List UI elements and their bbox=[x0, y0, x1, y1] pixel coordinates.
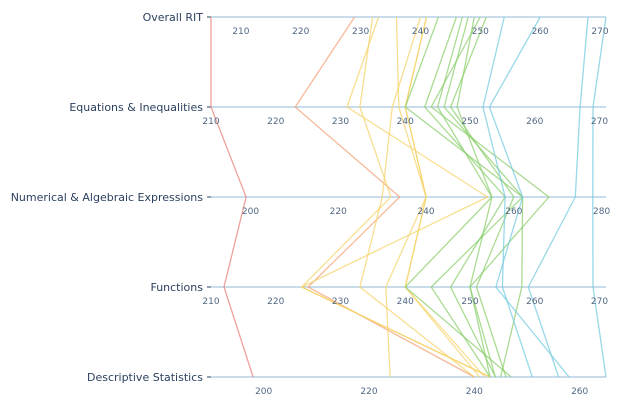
tick-label: 220 bbox=[360, 387, 377, 397]
series-lines bbox=[210, 16, 607, 378]
series-line bbox=[592, 16, 607, 378]
dimension-label-descriptive-statistics: Descriptive Statistics bbox=[87, 371, 203, 384]
series-line bbox=[527, 16, 589, 378]
tick-label: 230 bbox=[352, 27, 369, 37]
tick-label: 240 bbox=[397, 297, 414, 307]
tick-label: 200 bbox=[242, 207, 259, 217]
tick-label: 240 bbox=[412, 27, 429, 37]
tick-label: 260 bbox=[571, 387, 588, 397]
tick-label: 240 bbox=[466, 387, 483, 397]
tick-label: 210 bbox=[202, 117, 219, 127]
series-line bbox=[404, 16, 486, 378]
tick-label: 220 bbox=[292, 27, 309, 37]
tick-label: 220 bbox=[330, 207, 347, 217]
tick-label: 250 bbox=[461, 117, 478, 127]
tick-label: 240 bbox=[417, 207, 434, 217]
tick-label: 260 bbox=[526, 117, 543, 127]
series-line bbox=[488, 16, 570, 378]
series-line bbox=[210, 17, 254, 378]
tick-label: 220 bbox=[267, 297, 284, 307]
tick-label: 230 bbox=[332, 297, 349, 307]
tick-label: 210 bbox=[202, 297, 219, 307]
tick-label: 210 bbox=[232, 27, 249, 37]
dimension-label-equations-and-inequalities: Equations & Inequalities bbox=[69, 101, 203, 114]
tick-label: 230 bbox=[332, 117, 349, 127]
tick-label: 270 bbox=[591, 27, 608, 37]
series-line bbox=[430, 16, 550, 378]
tick-label: 250 bbox=[461, 297, 478, 307]
tick-label: 280 bbox=[593, 207, 610, 217]
dimension-label-functions: Functions bbox=[150, 281, 203, 294]
tick-label: 220 bbox=[267, 117, 284, 127]
tick-label: 270 bbox=[591, 117, 608, 127]
tick-label: 260 bbox=[526, 297, 543, 307]
tick-label: 260 bbox=[532, 27, 549, 37]
series-line bbox=[482, 16, 533, 378]
series-line bbox=[359, 16, 475, 378]
dimension-labels: Overall RIT 210 220 230 240 250 260 270 Equation… bbox=[11, 11, 611, 397]
tick-label: 270 bbox=[591, 297, 608, 307]
tick-label: 200 bbox=[255, 387, 272, 397]
tick-label: 250 bbox=[472, 27, 489, 37]
tick-label: 240 bbox=[397, 117, 414, 127]
series-line bbox=[449, 16, 515, 378]
series-line bbox=[300, 16, 491, 378]
dimension-label-numerical-and-algebraic-expressions: Numerical & Algebraic Expressions bbox=[11, 191, 204, 204]
dimension-label-overall-rit: Overall RIT bbox=[143, 11, 204, 24]
tick-label: 260 bbox=[505, 207, 522, 217]
